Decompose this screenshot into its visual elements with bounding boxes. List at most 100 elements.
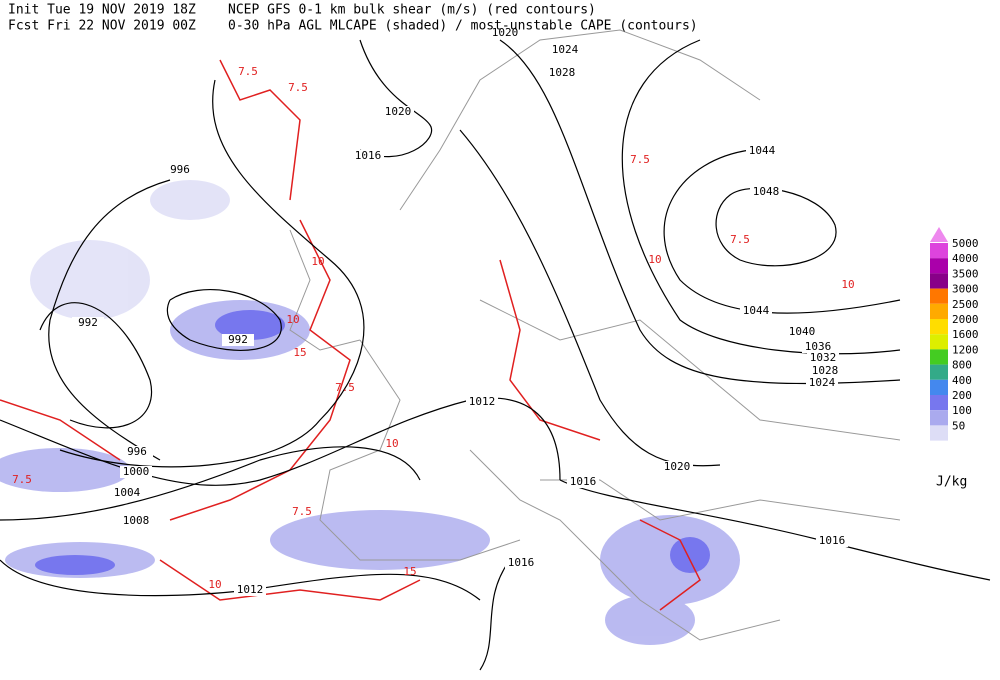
label-bg — [750, 186, 782, 198]
shear-label: 7.5 — [288, 81, 308, 94]
shear-label: 7.5 — [335, 381, 355, 394]
colorbar-swatch — [930, 395, 948, 411]
label-bg — [546, 67, 578, 79]
label-bg — [382, 106, 414, 118]
isobar-label: 1048 — [753, 185, 780, 198]
shear-label: 10 — [841, 278, 854, 291]
shear-label: 10 — [648, 253, 661, 266]
colorbar-label: 400 — [952, 374, 972, 387]
shear-label: 15 — [293, 346, 306, 359]
isobar-label: 1020 — [385, 105, 412, 118]
colorbar-swatch — [930, 303, 948, 319]
isobar-label: 1016 — [819, 534, 846, 547]
colorbar-label: 1600 — [952, 328, 979, 341]
colorbar-swatch — [930, 349, 948, 365]
colorbar-swatch — [930, 425, 948, 441]
label-bg — [809, 365, 841, 377]
label-bg — [352, 150, 384, 162]
isobar-label: 1032 — [810, 351, 837, 364]
label-bg — [72, 317, 104, 329]
title-line2: 0-30 hPa AGL MLCAPE (shaded) / most-unst… — [228, 19, 698, 34]
colorbar-swatch — [930, 273, 948, 289]
shear-label: 10 — [286, 313, 299, 326]
colorbar-label: 100 — [952, 404, 972, 417]
colorbar-label: 800 — [952, 359, 972, 372]
label-bg — [505, 557, 537, 569]
isobar-label: 1016 — [355, 149, 382, 162]
colorbar-arrow — [930, 227, 948, 242]
isobar-label: 1016 — [570, 475, 597, 488]
colorbar-swatch — [930, 334, 948, 350]
isobar-label: 1012 — [469, 395, 496, 408]
coastlines — [289, 29, 901, 641]
label-bg — [234, 584, 266, 596]
label-bg — [740, 305, 772, 317]
colorbar-label: 3500 — [952, 267, 979, 280]
label-bg — [661, 461, 693, 473]
isobar-label: 1040 — [789, 325, 816, 338]
isobar-label: 1008 — [123, 514, 150, 527]
label-bg — [120, 466, 152, 478]
isobar-label: 1036 — [805, 340, 832, 353]
label-bg — [806, 377, 838, 389]
isobar-label: 1044 — [743, 304, 770, 317]
shear-label: 7.5 — [292, 505, 312, 518]
label-bg — [466, 396, 498, 408]
label-bg — [549, 44, 581, 56]
title-line1: NCEP GFS 0-1 km bulk shear (m/s) (red co… — [228, 3, 596, 18]
label-bg — [111, 487, 143, 499]
isobar-label: 1012 — [237, 583, 264, 596]
colorbar-swatch — [930, 364, 948, 380]
colorbar-label: 2500 — [952, 298, 979, 311]
isobar-label: 992 — [228, 333, 248, 346]
label-bg — [121, 446, 153, 458]
colorbar-label: 50 — [952, 419, 965, 432]
colorbar-swatch — [930, 288, 948, 304]
label-bg — [786, 326, 818, 338]
shear-label: 7.5 — [730, 233, 750, 246]
shear-label: 10 — [208, 578, 221, 591]
shear-label: 7.5 — [630, 153, 650, 166]
isobar-label: 996 — [170, 163, 190, 176]
isobar-label: 1028 — [549, 66, 576, 79]
label-bg — [807, 352, 839, 364]
isobar-label: 992 — [78, 316, 98, 329]
init-text: Init Tue 19 NOV 2019 18Z — [8, 3, 196, 18]
isobar-label: 1020 — [492, 26, 519, 39]
isobar-label: 1044 — [749, 144, 776, 157]
shear-label: 10 — [311, 255, 324, 268]
isobar-label: 996 — [127, 445, 147, 458]
colorbar: 5000 4000 3500 3000 2500 2000 1600 1200 800 400 20… — [930, 227, 979, 441]
cape-shading-strong — [35, 310, 710, 575]
colorbar-swatch — [930, 410, 948, 426]
shear-label: 7.5 — [12, 473, 32, 486]
isobar-label: 1000 — [123, 465, 150, 478]
isobar-label: 1016 — [508, 556, 535, 569]
isobar-label: 1020 — [664, 460, 691, 473]
isobar-label: 1024 — [552, 43, 579, 56]
colorbar-label: 4000 — [952, 252, 979, 265]
isobar-label: 1004 — [114, 486, 141, 499]
shear-label: 10 — [385, 437, 398, 450]
contour-labels: 1020 1016 996 992 992 996 1000 1004 1008 1012 1012… — [12, 26, 855, 596]
label-bg — [120, 515, 152, 527]
isobar-label: 1028 — [812, 364, 839, 377]
colorbar-swatch — [930, 258, 948, 274]
colorbar-label: 3000 — [952, 283, 979, 296]
label-bg — [816, 535, 848, 547]
colorbar-unit: J/kg — [936, 475, 967, 490]
shear-label: 15 — [403, 565, 416, 578]
label-bg — [567, 476, 599, 488]
isobar-label: 1024 — [809, 376, 836, 389]
colorbar-label: 200 — [952, 389, 972, 402]
shear-contours — [0, 59, 701, 611]
colorbar-swatch — [930, 319, 948, 335]
colorbar-swatch — [930, 379, 948, 395]
shear-label: 7.5 — [238, 65, 258, 78]
colorbar-label: 1200 — [952, 343, 979, 356]
colorbar-label: 5000 — [952, 237, 979, 250]
label-bg — [489, 27, 521, 39]
label-bg — [164, 164, 196, 176]
